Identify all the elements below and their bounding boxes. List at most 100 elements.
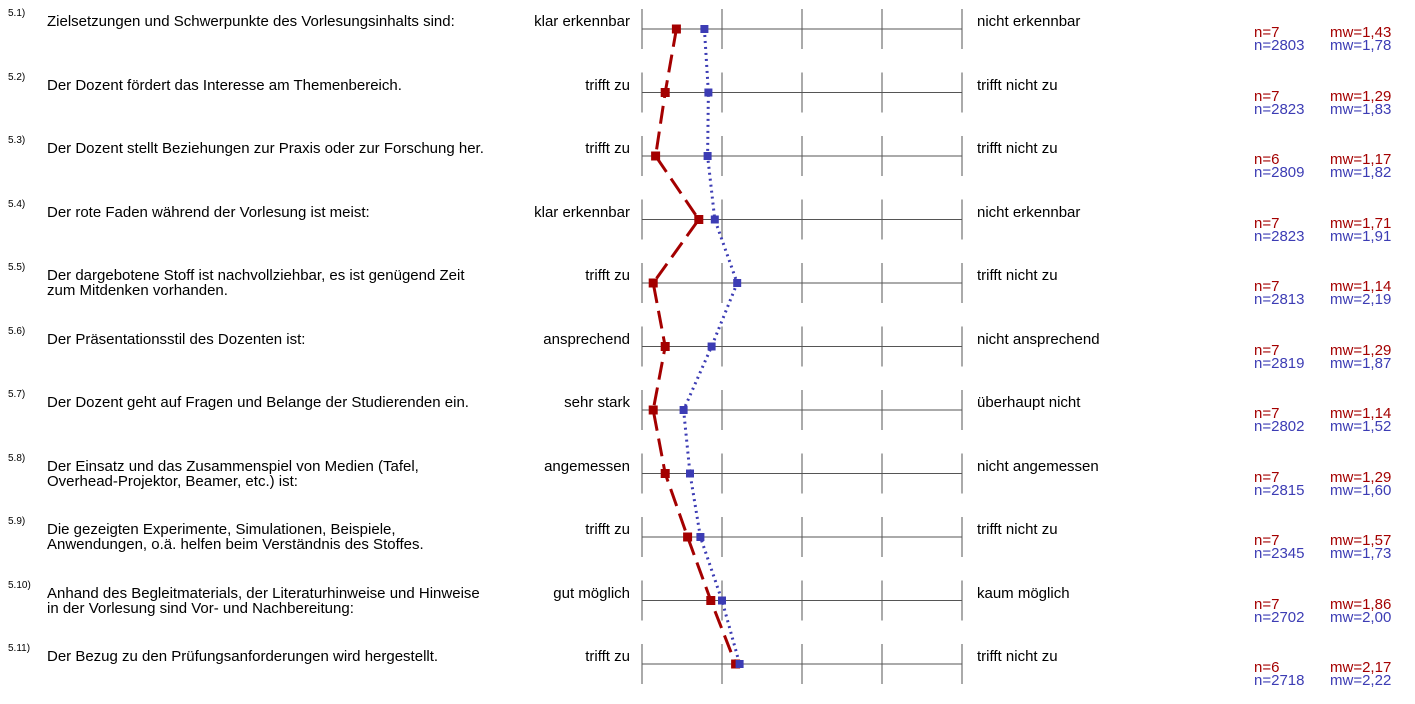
blue-mean-value: mw=2,19 [1330,291,1392,308]
blue-point [696,533,705,541]
red-point [671,24,681,34]
item-number: 5.11) [8,643,31,654]
item-question: Der Dozent geht auf Fragen und Belange d… [47,394,469,411]
blue-point [686,469,694,478]
blue-n-value: n=2809 [1254,164,1305,181]
blue-n-value: n=2823 [1254,227,1305,245]
right-pole-label: trifft nicht zu [977,76,1058,94]
right-pole-label: nicht ansprechend [977,330,1100,348]
blue-mean-value: mw=1,91 [1330,227,1392,245]
left-pole-label: gut möglich [553,584,630,602]
left-pole-label: trifft zu [585,648,630,665]
blue-n-value: n=2802 [1254,418,1305,435]
red-point [660,88,670,97]
left-pole-label: klar erkennbar [534,203,630,221]
left-pole-label: angemessen [544,457,630,475]
left-pole-label: trifft zu [585,140,630,157]
red-mean-value: mw=1,71 [1330,214,1392,232]
blue-n-value: n=2803 [1254,37,1305,54]
blue-n-value: n=2819 [1254,354,1305,372]
red-n-value: n=7 [1254,87,1280,105]
blue-point [733,279,742,287]
red-point [648,278,658,288]
item-question: Der dargebotene Stoff ist nachvollziehba… [47,267,465,299]
blue-point [710,215,719,224]
item-question: Der Dozent stellt Beziehungen zur Praxis… [47,140,484,157]
item-number: 5.4) [8,198,26,210]
blue-mean-value: mw=2,00 [1330,608,1392,626]
right-pole-label: trifft nicht zu [977,140,1058,157]
blue-n-value: n=2702 [1254,608,1305,626]
red-mean-value: mw=1,29 [1330,341,1392,359]
red-mean-value: mw=1,29 [1330,87,1392,105]
red-mean-value: mw=2,17 [1330,659,1392,676]
red-point [660,342,670,351]
item-question: Der rote Faden während der Vorlesung ist… [47,203,370,221]
red-point [706,596,716,605]
left-pole-label: klar erkennbar [534,13,630,30]
blue-mean-value: mw=1,82 [1330,164,1392,181]
item-question: Anhand des Begleitmaterials, der Literat… [47,584,480,617]
red-point [651,151,661,161]
red-n-value: n=7 [1254,24,1280,41]
blue-point [703,152,712,160]
right-pole-label: überhaupt nicht [977,394,1081,411]
item-number: 5.1) [8,8,26,19]
red-mean-value: mw=1,86 [1330,595,1392,613]
right-pole-label: nicht erkennbar [977,13,1081,30]
blue-mean-value: mw=1,87 [1330,354,1392,372]
item-question: Zielsetzungen und Schwerpunkte des Vorle… [47,13,455,30]
red-n-value: n=7 [1254,595,1280,613]
red-n-value: n=6 [1254,151,1280,168]
item-question: Der Dozent fördert das Interesse am Them… [47,76,402,94]
blue-mean-value: mw=2,22 [1330,672,1392,689]
item-number: 5.5) [8,262,26,273]
red-n-value: n=7 [1254,214,1280,232]
right-pole-label: trifft nicht zu [977,648,1058,665]
blue-n-value: n=2815 [1254,481,1305,499]
blue-n-value: n=2345 [1254,545,1305,562]
item-question: Der Einsatz und das Zusammenspiel von Me… [47,457,419,490]
blue-point [718,596,726,605]
right-pole-label: nicht angemessen [977,457,1099,475]
blue-mean-value: mw=1,78 [1330,37,1392,54]
red-point [683,532,693,542]
right-pole-label: nicht erkennbar [977,203,1081,221]
right-pole-label: trifft nicht zu [977,521,1058,538]
blue-n-value: n=2823 [1254,100,1305,118]
item-question: Der Bezug zu den Prüfungsanforderungen w… [47,648,439,665]
right-pole-label: kaum möglich [977,584,1070,602]
blue-mean-value: mw=1,60 [1330,481,1392,499]
red-point [660,469,670,478]
red-n-value: n=7 [1254,341,1280,359]
item-number: 5.2) [8,71,26,83]
blue-point [704,88,713,97]
left-pole-label: trifft zu [585,267,630,284]
red-n-value: n=7 [1254,278,1280,295]
blue-point [707,342,716,351]
blue-mean-value: mw=1,83 [1330,100,1392,118]
blue-mean-value: mw=1,52 [1330,418,1392,435]
left-pole-label: trifft zu [585,76,630,94]
blue-mean-value: mw=1,73 [1330,545,1392,562]
red-mean-value: mw=1,17 [1330,151,1392,168]
blue-point [735,660,744,668]
left-pole-label: trifft zu [585,521,630,538]
red-mean-value: mw=1,57 [1330,532,1392,549]
blue-series-line [682,28,742,665]
red-point [694,215,704,224]
red-mean-value: mw=1,14 [1330,405,1392,422]
red-mean-value: mw=1,43 [1330,24,1392,41]
right-pole-label: trifft nicht zu [977,267,1058,284]
blue-n-value: n=2718 [1254,672,1305,689]
red-n-value: n=7 [1254,468,1280,486]
blue-point [700,25,709,33]
red-n-value: n=7 [1254,532,1280,549]
item-number: 5.10) [8,579,31,591]
item-question: Die gezeigten Experimente, Simulationen,… [47,521,424,553]
item-number: 5.7) [8,389,26,400]
left-pole-label: sehr stark [564,394,630,411]
left-pole-label: ansprechend [543,330,630,348]
